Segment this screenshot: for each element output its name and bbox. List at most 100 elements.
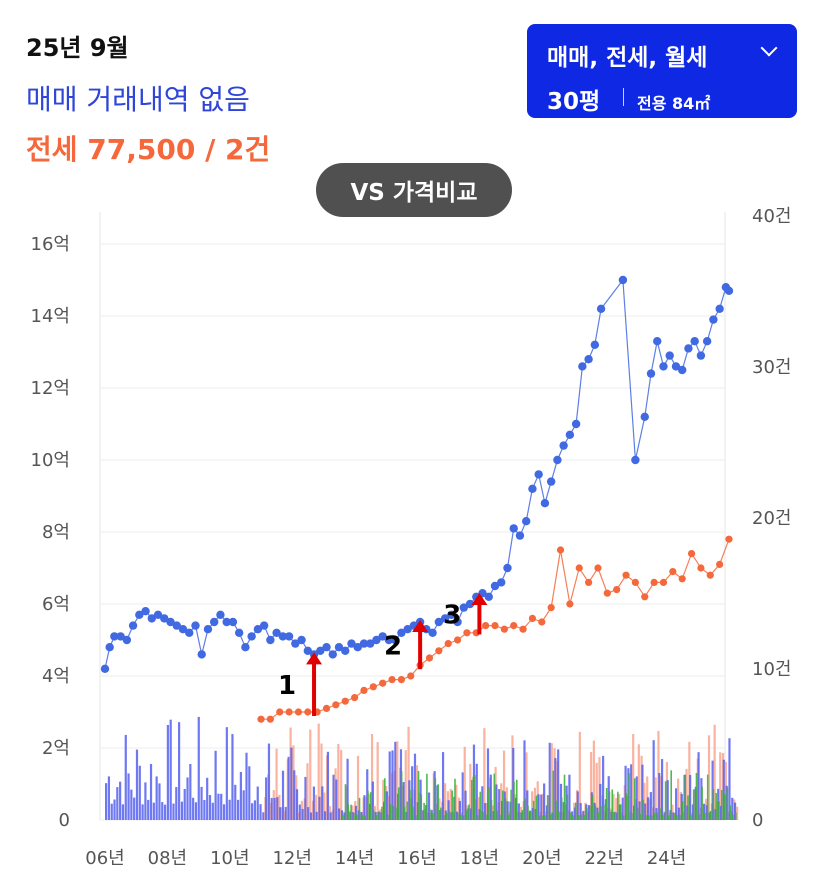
volume-bar-sale bbox=[290, 747, 293, 820]
data-point-sale bbox=[266, 635, 275, 645]
data-point-jeonse bbox=[369, 683, 377, 691]
volume-bar-rent bbox=[715, 793, 717, 820]
volume-bar-sale bbox=[144, 782, 147, 820]
volume-bar-sale bbox=[147, 799, 150, 820]
data-point-sale bbox=[272, 628, 281, 637]
volume-bar-sale bbox=[363, 795, 366, 820]
volume-bar-rent bbox=[574, 802, 577, 820]
data-point-sale bbox=[440, 614, 450, 623]
data-point-sale bbox=[690, 337, 699, 346]
volume-bar-rent bbox=[487, 787, 490, 820]
volume-bar-rent bbox=[639, 814, 642, 820]
volume-bar-sale bbox=[231, 734, 234, 820]
data-point-sale bbox=[341, 646, 350, 655]
filter-button[interactable]: 매매, 전세, 월세 30평 전용 84㎡ bbox=[527, 24, 797, 118]
price-lines bbox=[100, 275, 734, 723]
volume-bar-sale bbox=[402, 781, 405, 820]
volume-bar-sale bbox=[124, 734, 127, 820]
volume-bar-sale bbox=[526, 790, 529, 820]
volume-bar-sale bbox=[548, 742, 551, 820]
data-point-jeonse bbox=[725, 535, 733, 543]
volume-bar-sale bbox=[579, 803, 582, 820]
data-point-sale bbox=[522, 517, 531, 526]
volume-bar-sale bbox=[646, 797, 650, 820]
data-point-jeonse bbox=[266, 715, 274, 723]
volume-bar-sale bbox=[192, 797, 195, 820]
volume-bar-sale bbox=[391, 750, 394, 820]
volume-bar-sale bbox=[346, 758, 349, 820]
volume-bar-rent bbox=[527, 805, 529, 820]
volume-bar-rent bbox=[614, 811, 616, 820]
data-point-sale bbox=[696, 351, 706, 360]
data-point-sale bbox=[191, 621, 200, 630]
volume-bar-rent bbox=[734, 812, 737, 820]
volume-bar-jeonse bbox=[525, 752, 528, 820]
volume-bar-rent bbox=[563, 774, 566, 820]
volume-bar-rent bbox=[350, 804, 352, 820]
volume-bar-rent bbox=[619, 804, 622, 820]
data-point-sale bbox=[141, 607, 150, 616]
volume-bar-rent bbox=[459, 814, 462, 820]
data-point-sale bbox=[403, 625, 412, 634]
volume-bar-sale bbox=[203, 799, 206, 820]
volume-bar-sale bbox=[371, 781, 374, 820]
volume-bar-jeonse bbox=[483, 728, 486, 820]
volume-bar-sale bbox=[239, 771, 242, 820]
volume-bar-sale bbox=[458, 800, 462, 820]
volume-bar-rent bbox=[513, 781, 515, 820]
volume-bar-sale bbox=[200, 786, 203, 820]
volume-bar-rent bbox=[389, 804, 392, 820]
volume-bar-sale bbox=[222, 804, 226, 820]
data-point-sale bbox=[509, 524, 518, 533]
volume-bar-rent bbox=[504, 798, 507, 820]
data-point-jeonse bbox=[341, 697, 349, 705]
volume-bar-jeonse bbox=[337, 743, 340, 820]
data-point-sale bbox=[166, 617, 175, 627]
y-left-tick-label: 16억 bbox=[31, 234, 70, 255]
volume-bar-rent bbox=[600, 805, 602, 820]
data-point-sale bbox=[197, 650, 206, 659]
volume-bar-sale bbox=[217, 793, 220, 820]
volume-bar-rent bbox=[358, 797, 361, 820]
data-point-jeonse bbox=[594, 564, 602, 572]
volume-bar-sale bbox=[464, 790, 467, 820]
volume-bar-sale bbox=[461, 772, 464, 820]
data-point-sale bbox=[222, 617, 231, 627]
volume-bar-rent bbox=[597, 812, 599, 820]
volume-bar-rent bbox=[664, 781, 667, 820]
annotation-label: 1 bbox=[278, 671, 296, 701]
data-point-sale bbox=[378, 632, 387, 641]
data-point-sale bbox=[100, 664, 110, 673]
volume-bar-rent bbox=[726, 787, 729, 820]
volume-bar-sale bbox=[543, 783, 546, 820]
data-point-sale bbox=[646, 369, 656, 378]
volume-bar-sale bbox=[265, 777, 268, 820]
data-point-jeonse bbox=[388, 676, 396, 684]
volume-bar-rent bbox=[622, 815, 625, 820]
volume-bar-jeonse bbox=[578, 731, 581, 820]
volume-bar-sale bbox=[135, 749, 139, 820]
data-point-sale bbox=[709, 315, 718, 324]
volume-bar-rent bbox=[493, 773, 496, 820]
volume-bar-sale bbox=[329, 812, 332, 820]
data-point-jeonse bbox=[622, 571, 630, 579]
volume-bar-rent bbox=[442, 815, 445, 820]
volume-bar-sale bbox=[242, 790, 245, 820]
data-point-jeonse bbox=[687, 550, 696, 558]
volume-bar-sale bbox=[180, 801, 184, 820]
data-point-jeonse bbox=[566, 600, 574, 608]
volume-bar-rent bbox=[591, 795, 594, 820]
data-point-jeonse bbox=[585, 578, 593, 587]
volume-bar-rent bbox=[611, 789, 614, 820]
data-point-sale bbox=[185, 628, 194, 637]
volume-bar-rent bbox=[673, 813, 675, 820]
volume-bar-sale bbox=[293, 770, 296, 820]
volume-bar-rent bbox=[465, 810, 468, 820]
data-point-jeonse bbox=[659, 578, 668, 587]
data-point-jeonse bbox=[453, 636, 462, 644]
data-point-jeonse bbox=[463, 629, 471, 637]
compare-button[interactable]: VS 가격비교 bbox=[316, 163, 512, 217]
volume-bar-sale bbox=[245, 752, 248, 820]
volume-bar-rent bbox=[381, 806, 383, 820]
data-point-jeonse bbox=[678, 575, 686, 583]
